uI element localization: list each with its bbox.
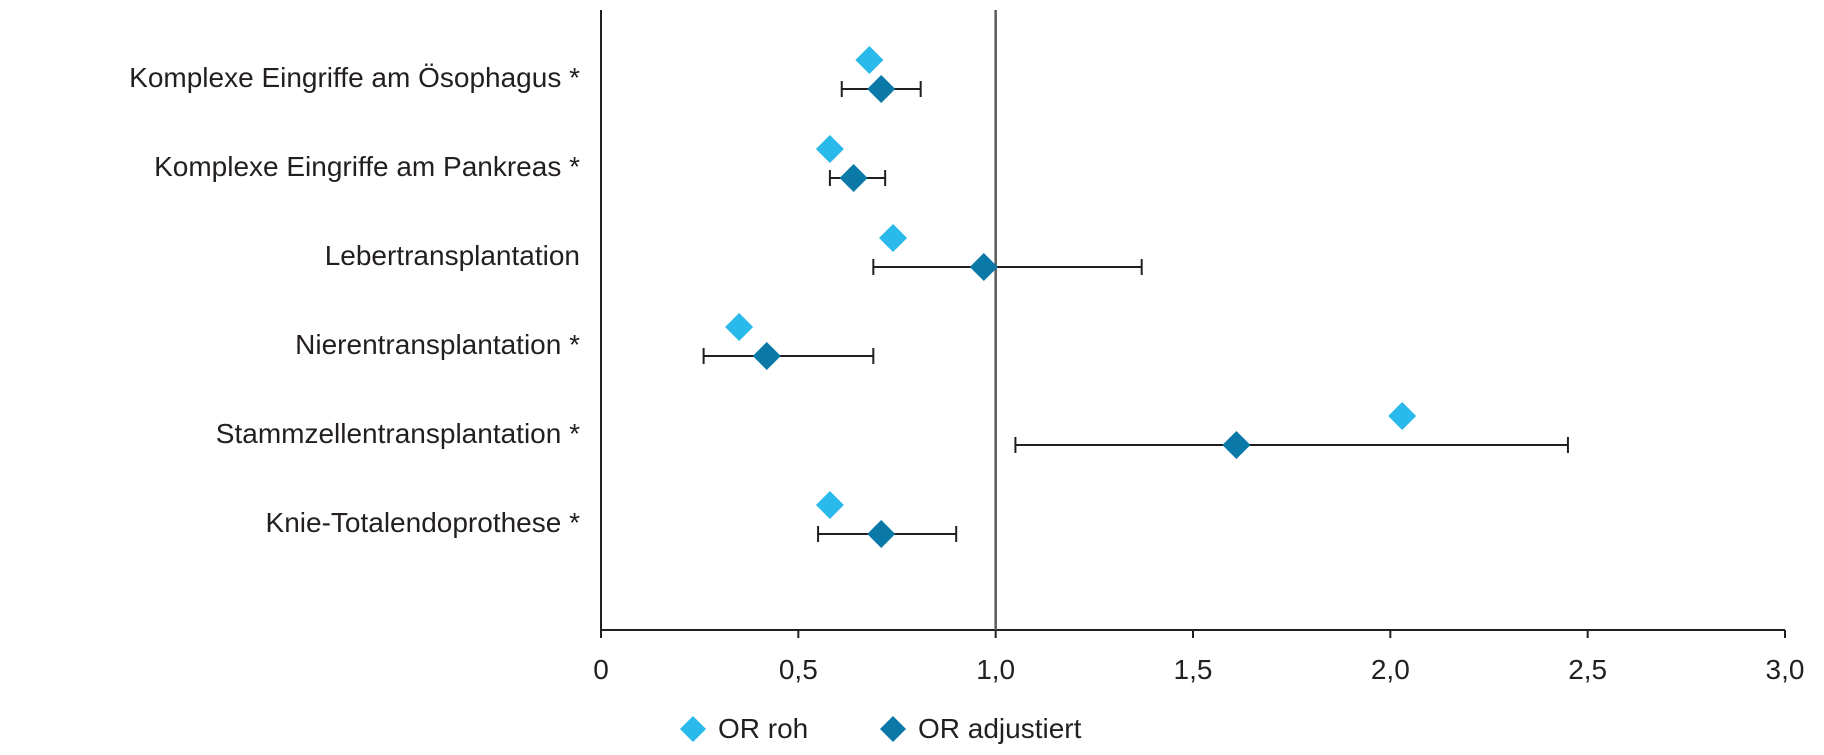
marker-or-adjustiert (867, 520, 896, 548)
marker-or-roh (879, 224, 908, 252)
marker-or-adjustiert (969, 253, 998, 281)
marker-or-roh (855, 46, 884, 74)
marker-or-adjustiert (1222, 431, 1251, 459)
x-tick-label: 0,5 (779, 654, 818, 685)
x-tick-label: 1,5 (1174, 654, 1213, 685)
marker-or-roh (1388, 402, 1417, 430)
marker-or-roh (815, 135, 844, 163)
legend-marker-or-adjustiert (880, 716, 906, 742)
x-tick-label: 0 (593, 654, 609, 685)
category-label: Lebertransplantation (325, 240, 580, 271)
error-bars (702, 81, 1569, 542)
marker-or-adjustiert (752, 342, 781, 370)
marker-or-adjustiert (839, 164, 868, 192)
category-label: Stammzellentransplantation * (216, 418, 580, 449)
x-tick-label: 2,5 (1568, 654, 1607, 685)
data-markers (725, 46, 1417, 548)
legend-label-or-roh: OR roh (718, 713, 808, 744)
marker-or-roh (725, 313, 754, 341)
x-tick-label: 2,0 (1371, 654, 1410, 685)
plot-lines (600, 10, 1785, 631)
category-label: Knie-Totalendoprothese * (266, 507, 581, 538)
category-label: Komplexe Eingriffe am Pankreas * (154, 151, 580, 182)
legend-label-or-adjustiert: OR adjustiert (918, 713, 1082, 744)
legend-marker-or-roh (680, 716, 706, 742)
x-axis-ticks: 0 0,5 1,0 1,5 2,0 2,5 3,0 (593, 630, 1804, 685)
marker-or-roh (815, 491, 844, 519)
category-label: Komplexe Eingriffe am Ösophagus * (129, 62, 580, 93)
category-label: Nierentransplantation * (295, 329, 580, 360)
category-labels: Komplexe Eingriffe am Ösophagus * Komplex… (129, 62, 580, 538)
x-tick-label: 3,0 (1766, 654, 1805, 685)
marker-or-adjustiert (867, 75, 896, 103)
legend: OR roh OR adjustiert (680, 713, 1082, 744)
x-tick-label: 1,0 (976, 654, 1015, 685)
